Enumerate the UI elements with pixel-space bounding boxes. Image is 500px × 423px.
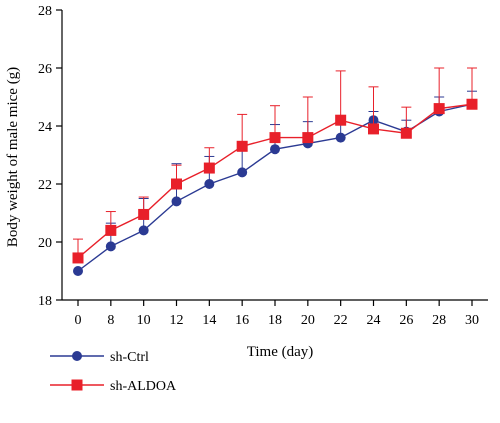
- x-tick-label: 26: [399, 313, 413, 328]
- data-point: [433, 103, 445, 115]
- x-tick-label: 0: [75, 313, 82, 328]
- data-point: [203, 162, 215, 174]
- data-point: [138, 225, 149, 236]
- x-tick-label: 14: [202, 313, 216, 328]
- x-tick-label: 8: [107, 313, 114, 328]
- data-point: [400, 127, 412, 139]
- legend-marker: [71, 379, 83, 391]
- legend-item-sh-aldoa: sh-ALDOA: [50, 379, 177, 394]
- y-tick-label: 22: [38, 178, 52, 193]
- x-tick-label: 20: [301, 313, 315, 328]
- data-point: [302, 132, 314, 144]
- data-point: [236, 140, 248, 152]
- y-tick-label: 18: [38, 294, 52, 309]
- x-tick-label: 16: [235, 313, 249, 328]
- data-point: [72, 252, 84, 264]
- x-tick-label: 22: [334, 313, 348, 328]
- series-sh-aldoa: [72, 67, 478, 264]
- plot-area: [72, 67, 478, 276]
- x-tick-label: 30: [465, 313, 479, 328]
- data-point: [368, 123, 379, 135]
- data-point: [138, 208, 150, 220]
- legend-label: sh-ALDOA: [110, 379, 177, 394]
- legend-label: sh-Ctrl: [110, 350, 149, 365]
- axes: [61, 10, 488, 301]
- data-point: [237, 167, 248, 178]
- x-tick-label: 18: [268, 313, 282, 328]
- y-tick-label: 28: [38, 4, 52, 19]
- x-tick-label: 10: [137, 313, 151, 328]
- legend: sh-Ctrl sh-ALDOA: [50, 350, 177, 394]
- data-point: [270, 144, 280, 155]
- legend-item-sh-ctrl: sh-Ctrl: [50, 350, 149, 365]
- data-point: [105, 224, 117, 236]
- data-point: [269, 132, 281, 144]
- x-axis-title: Time (day): [247, 344, 314, 360]
- y-tick-label: 24: [38, 120, 52, 135]
- data-point: [73, 266, 83, 276]
- data-point: [171, 196, 182, 207]
- y-tick-label: 26: [38, 62, 52, 77]
- data-point: [171, 178, 182, 190]
- x-tick-label: 28: [432, 313, 446, 328]
- y-axis-title: Body weight of male mice (g): [5, 67, 21, 247]
- data-point: [204, 179, 215, 189]
- x-tick-label: 24: [367, 313, 381, 328]
- legend-marker: [72, 351, 82, 361]
- x-axis-ticks: 0 8 10 12 14 16 18 20 22 24 26 28 30: [75, 300, 479, 328]
- y-axis-ticks: 18 20 22 24 26 28: [38, 4, 62, 309]
- data-point: [335, 132, 346, 143]
- x-tick-label: 12: [170, 313, 184, 328]
- data-point: [466, 98, 478, 110]
- data-point: [105, 241, 116, 252]
- y-tick-label: 20: [38, 236, 52, 251]
- data-point: [335, 114, 347, 126]
